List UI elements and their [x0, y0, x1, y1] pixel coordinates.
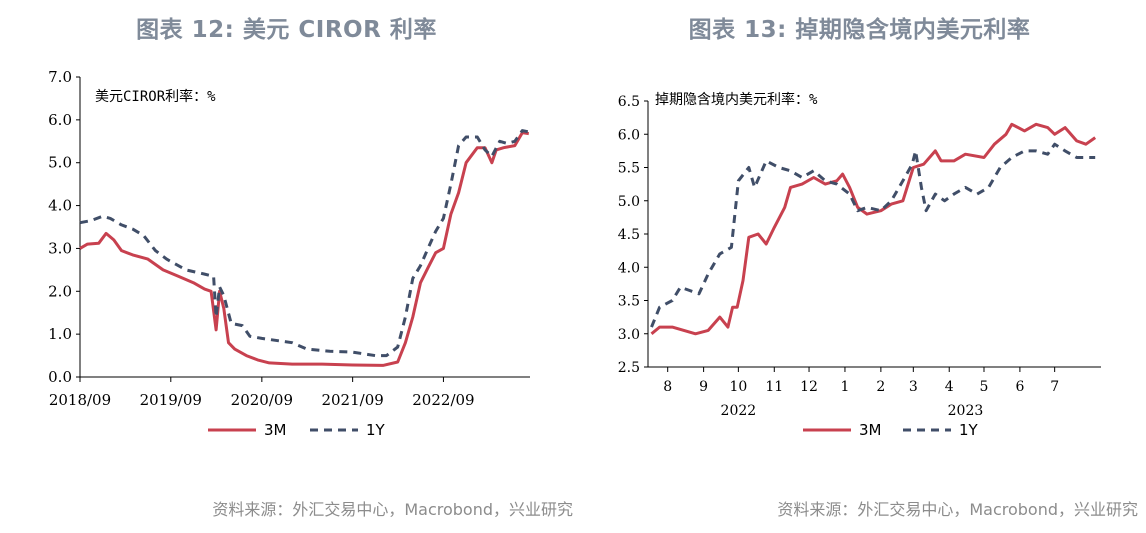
- legend-label-3m: 3M: [859, 421, 882, 439]
- y-tick-label: 0.0: [48, 368, 72, 386]
- x-tick-label: 2: [876, 379, 885, 395]
- chart-inner-title: 掉期隐含境内美元利率：%: [655, 91, 818, 108]
- y-tick-label: 4.0: [48, 197, 72, 215]
- x-tick-label: 3: [909, 379, 918, 395]
- left-source-note: 资料来源：外汇交易中心，Macrobond，兴业研究: [212, 500, 573, 519]
- y-tick-label: 3.0: [618, 327, 640, 343]
- y-tick-label: 6.0: [48, 111, 72, 129]
- x-tick-label: 11: [765, 379, 783, 395]
- x-year-label: 2023: [948, 403, 984, 419]
- y-tick-label: 5.0: [618, 194, 640, 210]
- x-tick-label: 2020/09: [231, 391, 293, 409]
- y-tick-label: 2.0: [48, 282, 72, 300]
- left-chart: 0.0 1.0 2.0 3.0 4.0 5.0 6.0 7.0 2018/09 2019/09 20…: [48, 68, 530, 439]
- left-figure-title: 图表 12: 美元 CIROR 利率: [136, 17, 437, 43]
- left-chart-panel: 图表 12: 美元 CIROR 利率 0.0 1.0 2.0 3.0 4.0 5.0 6.0…: [48, 17, 573, 519]
- right-chart: 2.53.03.54.04.55.05.56.06.58 9 10 11 12 1 2 3 4 5…: [618, 91, 1101, 439]
- y-tick-label: 4.0: [618, 260, 640, 276]
- y-tick-label: 3.5: [618, 294, 640, 310]
- right-figure-title: 图表 13: 掉期隐含境内美元利率: [688, 17, 1031, 43]
- x-tick-label: 6: [1015, 379, 1024, 395]
- series-line-1y: [650, 142, 1096, 328]
- x-tick-label: 2019/09: [140, 391, 202, 409]
- x-tick-label: 5: [980, 379, 989, 395]
- y-tick-label: 4.5: [618, 227, 640, 243]
- x-tick-label: 1: [840, 379, 849, 395]
- y-tick-label: 5.5: [618, 161, 640, 177]
- y-tick-label: 6.0: [618, 127, 640, 143]
- chart-inner-title: 美元CIROR利率：%: [95, 88, 216, 105]
- series-line-1y: [79, 129, 530, 358]
- x-tick-label: 10: [729, 379, 747, 395]
- y-tick-label: 3.0: [48, 239, 72, 257]
- right-source-note: 资料来源：外汇交易中心，Macrobond，兴业研究: [777, 500, 1138, 519]
- x-tick-label: 2022/09: [412, 391, 474, 409]
- y-tick-label: 5.0: [48, 154, 72, 172]
- x-tick-label: 7: [1050, 379, 1059, 395]
- x-tick-label: 8: [663, 379, 672, 395]
- x-tick-label: 12: [800, 379, 818, 395]
- y-tick-label: 1.0: [48, 325, 72, 343]
- x-tick-label: 2021/09: [321, 391, 383, 409]
- series-line-3m: [79, 131, 530, 367]
- y-tick-label: 7.0: [48, 68, 72, 86]
- legend-label-1y: 1Y: [959, 421, 979, 439]
- y-tick-label: 6.5: [618, 94, 640, 110]
- right-chart-panel: 图表 13: 掉期隐含境内美元利率 2.5 3.0 3.5 4.0 4.5 5.0 5.5 6…: [573, 0, 1146, 533]
- x-tick-label: 4: [945, 379, 954, 395]
- series-line-3m: [650, 122, 1097, 336]
- x-tick-label: 2018/09: [49, 391, 111, 409]
- x-tick-label: 9: [699, 379, 708, 395]
- y-tick-label: 2.5: [618, 360, 640, 376]
- legend-label-3m: 3M: [264, 421, 287, 439]
- x-year-label: 2022: [721, 403, 757, 419]
- legend-label-1y: 1Y: [366, 421, 386, 439]
